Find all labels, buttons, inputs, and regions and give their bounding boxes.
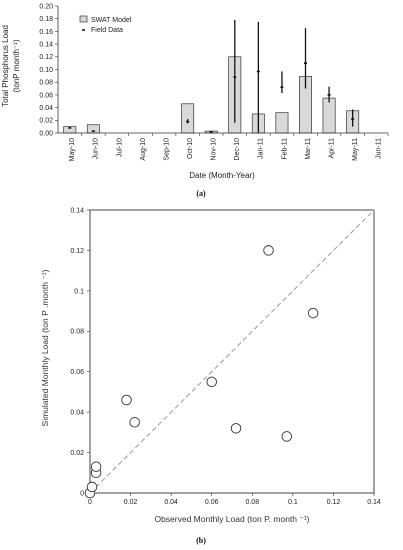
bar-y-tick-label: 0.16 — [39, 29, 53, 36]
scatter-point — [129, 417, 140, 428]
scatter-y-tick-label: 0 — [80, 490, 84, 497]
bar-y-tick-label: 0.20 — [39, 3, 53, 10]
scatter-x-tick-label: 0.12 — [327, 499, 341, 506]
scatter-point — [121, 394, 132, 406]
scatter-point — [307, 307, 319, 319]
scatter-y-tick-label: 0.04 — [70, 410, 84, 417]
bar-y-tick-label: 0.06 — [39, 92, 53, 99]
bar-series-swat — [63, 56, 360, 134]
bar-y-tick-label: 0.18 — [39, 16, 53, 23]
scatter-y-axis-label: Simulated Monthly Load (ton P .month ⁻¹) — [40, 269, 50, 426]
bar-x-tick-label: Nov-10 — [211, 138, 218, 161]
bar-x-tick-label: Mar-11 — [305, 138, 312, 160]
scatter-x-tick-label: 0.08 — [245, 499, 259, 506]
bar-x-tick-label: Aug-10 — [140, 138, 147, 161]
scatter-chart-panel: 00 0.02 0.02 0.04 0.04 0.06 0.06 0.08 0.08 0.1 0.1… — [40, 207, 381, 524]
bar-x-tick-label: Sep-10 — [163, 138, 170, 161]
panel-a-caption: (a) — [196, 189, 206, 198]
bar-y-tick-label: 0.04 — [39, 105, 53, 112]
bar-chart-panel: 0.00 0.02 0.04 0.06 0.08 0.10 0.12 0.14 0.16 0.18… — [1, 3, 389, 180]
panel-b-caption: (b) — [196, 536, 206, 545]
swat-bar — [322, 97, 336, 134]
scatter-point — [230, 423, 242, 434]
legend-field-label: Field Data — [91, 27, 123, 34]
scatter-point — [206, 376, 217, 388]
scatter-point — [90, 461, 102, 472]
bar-x-tick-label: Apr-11 — [328, 138, 335, 159]
scatter-y-tick-label: 0.1 — [74, 288, 84, 295]
bar-y-tick-label: 0.08 — [39, 80, 53, 87]
legend-swat-swatch — [79, 15, 88, 23]
bar-y-tick-label: 0.12 — [39, 54, 53, 61]
scatter-x-tick-label: 0.1 — [288, 499, 298, 506]
bar-y-tick-label: 0.02 — [39, 118, 53, 125]
legend-swat-label: SWAT Model — [91, 17, 132, 24]
bar-y-tick-label: 0.00 — [39, 130, 53, 137]
bar-x-tick-label: Jun-11 — [376, 138, 383, 159]
scatter-x-tick-label: 0.14 — [367, 499, 381, 506]
scatter-y-tick-label: 0.14 — [70, 207, 84, 214]
bar-y-tick-label: 0.14 — [39, 42, 53, 49]
bar-x-tick-label: Jul-10 — [116, 138, 123, 157]
scatter-y-tick-label: 0.12 — [70, 248, 84, 255]
bar-x-tick-label: Oct-10 — [187, 138, 194, 159]
swat-bar — [181, 103, 195, 134]
bar-y-tick-label: 0.10 — [39, 67, 53, 74]
bar-x-tick-label: Jan-11 — [258, 138, 265, 159]
bar-x-tick-label: Jun-10 — [93, 138, 100, 160]
scatter-y-tick-label: 0.08 — [70, 329, 84, 336]
scatter-point — [281, 431, 293, 442]
scatter-x-tick-label: 0.02 — [124, 499, 138, 506]
scatter-x-axis-label: Observed Monthly Load (ton P. month ⁻¹) — [154, 514, 309, 524]
scatter-point — [86, 481, 98, 493]
scatter-x-tick-label: 0.06 — [205, 499, 219, 506]
bar-x-tick-label: May-10 — [69, 138, 76, 161]
scatter-plot-frame — [89, 209, 375, 494]
field-data-series — [68, 19, 355, 133]
scatter-axes: 00 0.02 0.02 0.04 0.04 0.06 0.06 0.08 0.08 0.1 0.1… — [70, 207, 381, 506]
bar-x-tick-label: May-11 — [352, 138, 359, 161]
bar-x-tick-label: Feb-11 — [281, 138, 288, 160]
bar-chart-axes: 0.00 0.02 0.04 0.06 0.08 0.10 0.12 0.14 0.16 0.18… — [39, 3, 389, 161]
bar-y-axis-label-line2: (tonP month⁻¹) — [12, 39, 21, 92]
scatter-y-tick-label: 0.02 — [70, 450, 84, 457]
scatter-x-tick-label: 0 — [88, 499, 92, 506]
swat-bar — [275, 112, 289, 134]
legend: SWAT Model Field Data — [79, 15, 132, 34]
scatter-points — [84, 245, 319, 499]
bar-y-axis-label-line1: Total Phosphorus Load — [1, 25, 10, 107]
scatter-y-tick-label: 0.06 — [70, 369, 84, 376]
bar-x-tick-label: Dec-10 — [234, 138, 241, 161]
scatter-x-tick-label: 0.04 — [164, 499, 178, 506]
bar-x-axis-label: Date (Month-Year) — [189, 171, 255, 180]
scatter-point — [263, 245, 274, 256]
one-to-one-line — [89, 209, 375, 494]
